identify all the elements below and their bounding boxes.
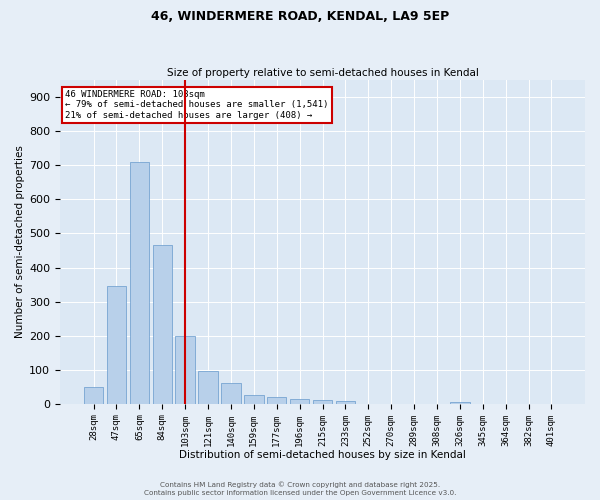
Title: Size of property relative to semi-detached houses in Kendal: Size of property relative to semi-detach… bbox=[167, 68, 478, 78]
Text: Contains HM Land Registry data © Crown copyright and database right 2025.: Contains HM Land Registry data © Crown c… bbox=[160, 481, 440, 488]
X-axis label: Distribution of semi-detached houses by size in Kendal: Distribution of semi-detached houses by … bbox=[179, 450, 466, 460]
Bar bbox=[313, 400, 332, 404]
Text: 46 WINDERMERE ROAD: 103sqm
← 79% of semi-detached houses are smaller (1,541)
21%: 46 WINDERMERE ROAD: 103sqm ← 79% of semi… bbox=[65, 90, 329, 120]
Bar bbox=[290, 399, 310, 404]
Bar bbox=[221, 384, 241, 404]
Bar bbox=[244, 396, 263, 404]
Y-axis label: Number of semi-detached properties: Number of semi-detached properties bbox=[15, 146, 25, 338]
Bar bbox=[107, 286, 126, 404]
Bar bbox=[267, 397, 286, 404]
Bar bbox=[152, 246, 172, 404]
Bar bbox=[84, 387, 103, 404]
Bar bbox=[199, 372, 218, 404]
Text: 46, WINDERMERE ROAD, KENDAL, LA9 5EP: 46, WINDERMERE ROAD, KENDAL, LA9 5EP bbox=[151, 10, 449, 23]
Bar bbox=[450, 402, 470, 404]
Bar bbox=[335, 401, 355, 404]
Text: Contains public sector information licensed under the Open Government Licence v3: Contains public sector information licen… bbox=[144, 490, 456, 496]
Bar bbox=[175, 336, 195, 404]
Bar bbox=[130, 162, 149, 404]
